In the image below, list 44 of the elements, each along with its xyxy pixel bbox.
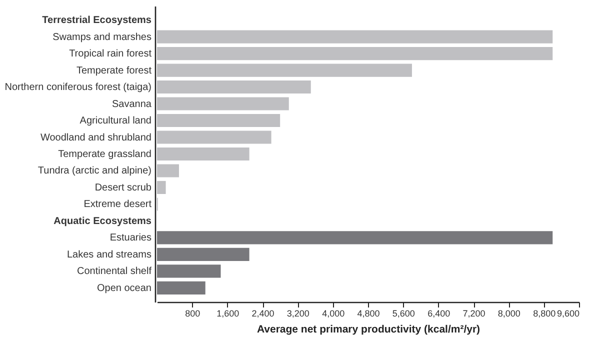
y-tick-label: Woodland and shrubland (40, 132, 152, 144)
y-tick-label: Northern coniferous forest (taiga) (4, 82, 152, 94)
x-tick-label: 8,000 (498, 308, 520, 318)
bar (157, 64, 412, 77)
bar (157, 97, 289, 110)
y-tick-label: Extreme desert (84, 199, 152, 210)
bar (157, 231, 553, 244)
y-tick-label: Savanna (112, 98, 152, 110)
bar (157, 248, 250, 261)
bar (157, 30, 553, 44)
y-tick-label: Tropical rain forest (69, 48, 152, 60)
x-axis-title: Average net primary productivity (kcal/m²/yr) (256, 324, 480, 336)
x-tick-label: 9,600 (556, 308, 580, 318)
y-tick-label: Desert scrub (94, 182, 152, 194)
bar (157, 47, 553, 60)
bar (157, 147, 250, 161)
x-tick-label: 4,000 (322, 308, 345, 318)
x-tick-label: 2,400 (252, 308, 274, 318)
y-tick-label: Swamps and marshes (52, 32, 152, 43)
y-tick-label: Estuaries (110, 232, 152, 244)
x-tick-label: 7,200 (462, 308, 486, 318)
bar (157, 281, 206, 294)
x-tick-label: 3,200 (286, 308, 310, 318)
y-tick-label: Terrestrial Ecosystems (42, 15, 152, 26)
y-tick-label: Open ocean (97, 282, 152, 294)
bar (157, 164, 179, 178)
y-tick-label: Temperate grassland (58, 149, 152, 160)
x-tick-label: 8,800 (533, 308, 556, 318)
y-tick-label: Agricultural land (80, 116, 152, 127)
bar (157, 180, 166, 194)
x-tick-label: 6,400 (428, 308, 450, 318)
bar (157, 130, 272, 144)
y-tick-label: Lakes and streams (67, 249, 152, 260)
x-tick-label: 800 (185, 308, 200, 318)
y-tick-label: Tundra (arctic and alpine) (38, 166, 152, 177)
bar (157, 80, 311, 94)
x-tick-label: 5,600 (392, 308, 415, 318)
x-tick-label: 1,600 (216, 308, 240, 318)
bar (157, 114, 280, 128)
y-tick-label: Temperate forest (76, 65, 152, 76)
y-tick-label: Continental shelf (77, 266, 152, 278)
y-tick-label: Aquatic Ecosystems (54, 216, 152, 227)
bar (157, 264, 221, 278)
x-tick-label: 4,800 (357, 308, 380, 318)
